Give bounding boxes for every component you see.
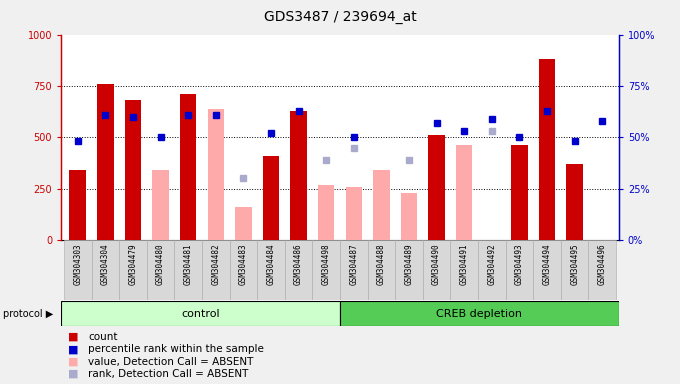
- Text: GSM304484: GSM304484: [267, 243, 275, 285]
- Bar: [539, 59, 556, 240]
- Bar: [69, 170, 86, 240]
- Bar: [506, 240, 533, 300]
- Text: GSM304491: GSM304491: [460, 243, 469, 285]
- Bar: [450, 240, 478, 300]
- Bar: [511, 146, 528, 240]
- Bar: [290, 111, 307, 240]
- Text: GSM304496: GSM304496: [598, 243, 607, 285]
- Text: CREB depletion: CREB depletion: [437, 309, 522, 319]
- Text: control: control: [182, 309, 220, 319]
- Bar: [373, 170, 390, 240]
- Bar: [456, 146, 473, 240]
- Text: GSM304489: GSM304489: [405, 243, 413, 285]
- Text: protocol ▶: protocol ▶: [3, 309, 54, 319]
- Bar: [180, 94, 197, 240]
- Bar: [566, 164, 583, 240]
- Text: GDS3487 / 239694_at: GDS3487 / 239694_at: [264, 10, 416, 23]
- Text: GSM304493: GSM304493: [515, 243, 524, 285]
- Bar: [262, 156, 279, 240]
- Text: GSM304498: GSM304498: [322, 243, 330, 285]
- Text: GSM304483: GSM304483: [239, 243, 248, 285]
- Text: GSM304304: GSM304304: [101, 243, 110, 285]
- Bar: [207, 109, 224, 240]
- Bar: [235, 207, 252, 240]
- Bar: [147, 240, 174, 300]
- Bar: [340, 240, 368, 300]
- Text: ■: ■: [68, 332, 78, 342]
- Text: percentile rank within the sample: percentile rank within the sample: [88, 344, 265, 354]
- Bar: [257, 240, 285, 300]
- Bar: [368, 240, 395, 300]
- Text: GSM304486: GSM304486: [294, 243, 303, 285]
- Bar: [124, 100, 141, 240]
- Bar: [345, 187, 362, 240]
- Bar: [312, 240, 340, 300]
- Bar: [395, 240, 423, 300]
- Text: GSM304303: GSM304303: [73, 243, 82, 285]
- Text: GSM304479: GSM304479: [129, 243, 137, 285]
- Bar: [533, 240, 561, 300]
- Text: GSM304481: GSM304481: [184, 243, 192, 285]
- Bar: [423, 240, 450, 300]
- Bar: [478, 240, 506, 300]
- Text: ■: ■: [68, 344, 78, 354]
- Bar: [230, 240, 257, 300]
- Text: rank, Detection Call = ABSENT: rank, Detection Call = ABSENT: [88, 369, 249, 379]
- Text: GSM304494: GSM304494: [543, 243, 551, 285]
- Bar: [318, 185, 335, 240]
- Text: value, Detection Call = ABSENT: value, Detection Call = ABSENT: [88, 357, 254, 367]
- Bar: [119, 240, 147, 300]
- Text: GSM304482: GSM304482: [211, 243, 220, 285]
- Text: ■: ■: [68, 357, 78, 367]
- Bar: [152, 170, 169, 240]
- Text: count: count: [88, 332, 118, 342]
- Bar: [340, 301, 619, 326]
- Bar: [174, 240, 202, 300]
- Bar: [401, 193, 418, 240]
- Text: ■: ■: [68, 369, 78, 379]
- Bar: [202, 240, 230, 300]
- Bar: [97, 84, 114, 240]
- Bar: [561, 240, 588, 300]
- Text: GSM304492: GSM304492: [488, 243, 496, 285]
- Bar: [64, 240, 92, 300]
- Text: GSM304495: GSM304495: [570, 243, 579, 285]
- Text: GSM304490: GSM304490: [432, 243, 441, 285]
- Bar: [285, 240, 312, 300]
- Bar: [92, 240, 119, 300]
- Bar: [588, 240, 616, 300]
- Text: GSM304487: GSM304487: [350, 243, 358, 285]
- Bar: [428, 135, 445, 240]
- Bar: [61, 301, 340, 326]
- Text: GSM304488: GSM304488: [377, 243, 386, 285]
- Text: GSM304480: GSM304480: [156, 243, 165, 285]
